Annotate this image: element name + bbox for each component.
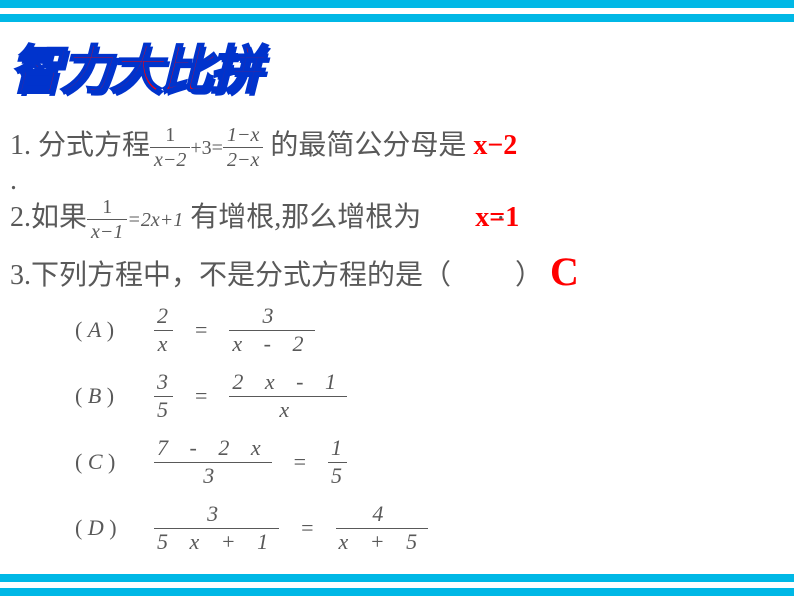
bottom-border: [0, 574, 794, 596]
option-a-right: 3 x - 2: [229, 303, 314, 356]
q2-answer: x=1.: [475, 202, 519, 233]
q1-frac-left: 1 x−2: [150, 123, 190, 172]
top-border: [0, 0, 794, 22]
question-2: 2.如果 1 x−1 =2x+1 有增根,那么增根为 x=1.: [10, 195, 519, 244]
q1-prefix: 1. 分式方程: [10, 130, 150, 161]
option-b-right: 2 x - 1 x: [229, 369, 347, 422]
slide-title: 智力大比拼: [10, 28, 260, 103]
question-3: 3.下列方程中，不是分式方程的是（ ）: [10, 253, 543, 293]
q2-prefix: 2.如果: [10, 202, 87, 233]
eq-sign: =: [195, 317, 207, 343]
q2-suffix: 有增根,那么增根为: [183, 202, 421, 233]
option-d: ( D ) 3 5 x + 1 = 4 x + 5: [75, 503, 432, 553]
option-b-left: 3 5: [154, 369, 173, 422]
q2-mid: =2x+1: [127, 209, 183, 231]
eq-sign: =: [294, 449, 306, 475]
eq-sign: =: [195, 383, 207, 409]
q1-continue: .: [10, 165, 17, 197]
q3-answer: C: [550, 248, 579, 295]
q3-text: 3.下列方程中，不是分式方程的是（: [10, 260, 451, 291]
option-c-right: 1 5: [328, 435, 347, 488]
option-a-label: ( A ): [75, 317, 150, 343]
q3-close: ）: [515, 260, 543, 291]
option-d-left: 3 5 x + 1: [154, 501, 279, 554]
option-a: ( A ) 2 x = 3 x - 2: [75, 305, 432, 355]
option-a-left: 2 x: [154, 303, 173, 356]
q1-answer: x−2: [473, 130, 517, 161]
options-list: ( A ) 2 x = 3 x - 2 ( B ) 3 5 = 2 x - 1 …: [75, 305, 432, 569]
q1-suffix: 的最简公分母是: [263, 130, 473, 161]
option-b: ( B ) 3 5 = 2 x - 1 x: [75, 371, 432, 421]
option-d-label: ( D ): [75, 515, 150, 541]
eq-sign: =: [301, 515, 313, 541]
option-c: ( C ) 7 - 2 x 3 = 1 5: [75, 437, 432, 487]
q1-mid: +3=: [190, 137, 223, 159]
option-c-left: 7 - 2 x 3: [154, 435, 272, 488]
option-b-label: ( B ): [75, 383, 150, 409]
option-c-label: ( C ): [75, 449, 150, 475]
question-1: 1. 分式方程 1 x−2 +3= 1−x 2−x 的最简公分母是 x−2: [10, 123, 517, 172]
q1-frac-right: 1−x 2−x: [223, 123, 263, 172]
option-d-right: 4 x + 5: [336, 501, 429, 554]
q2-frac: 1 x−1: [87, 195, 127, 244]
